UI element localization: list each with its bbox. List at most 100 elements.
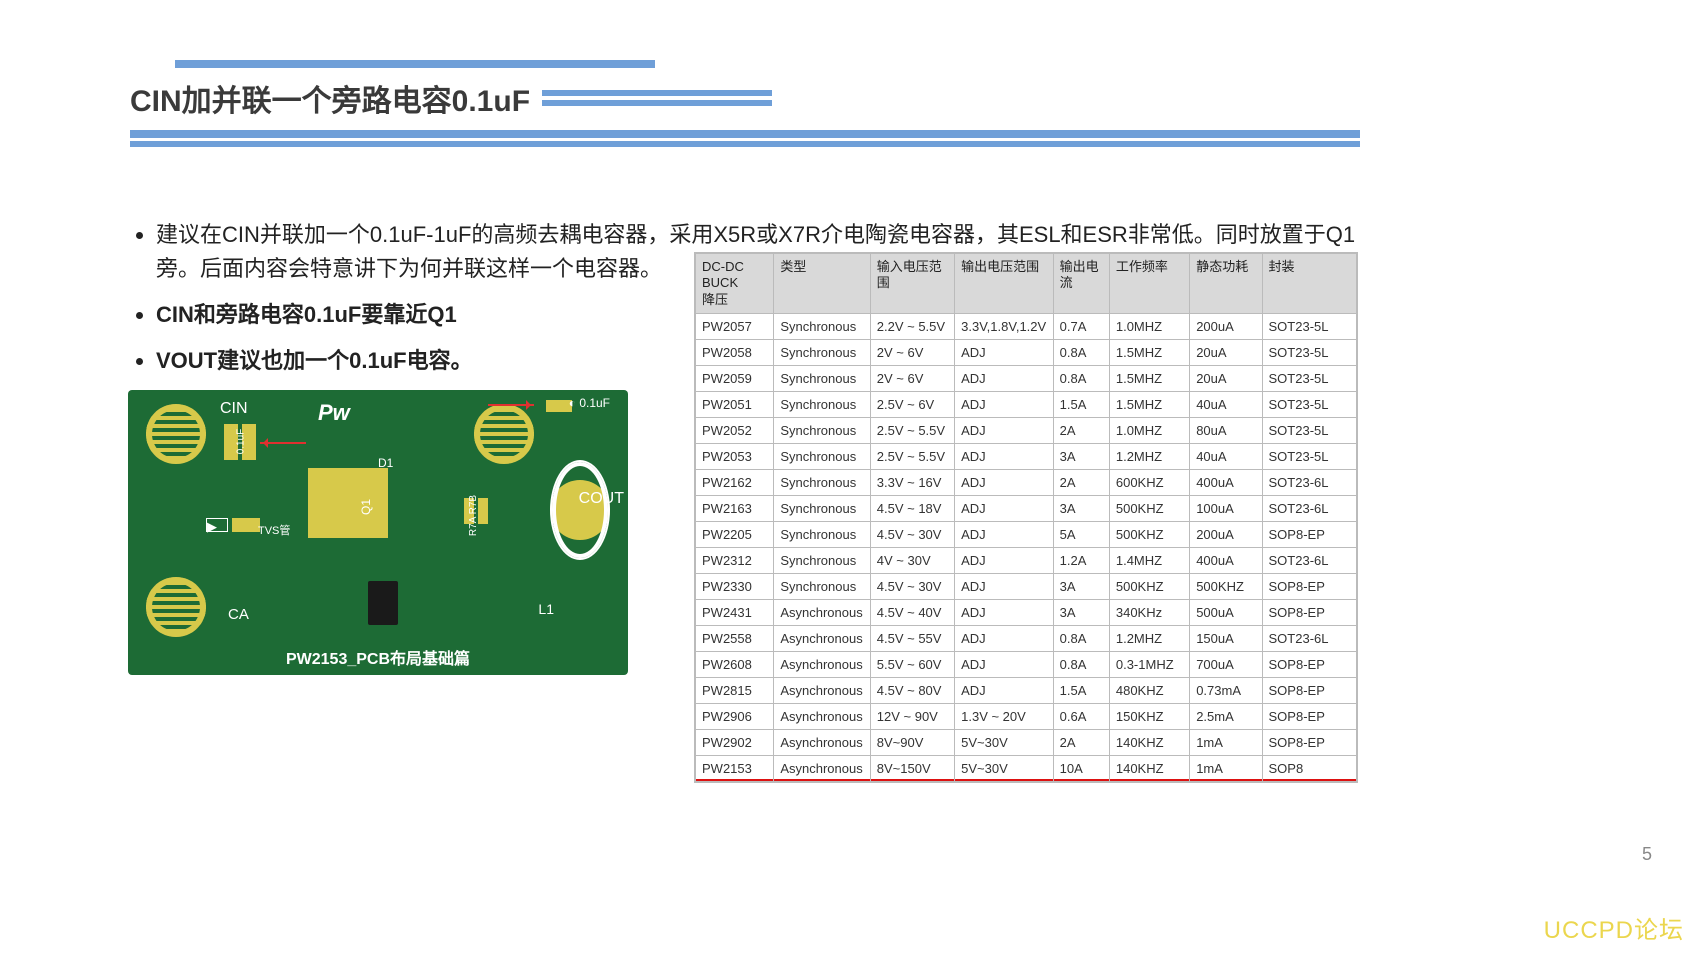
table-row: PW2608Asynchronous5.5V ~ 60VADJ0.8A0.3-1… (696, 651, 1357, 677)
table-row: PW2053Synchronous2.5V ~ 5.5VADJ3A1.2MHZ4… (696, 443, 1357, 469)
table-cell: PW2057 (696, 313, 774, 339)
table-cell: PW2906 (696, 703, 774, 729)
table-cell: SOT23-6L (1262, 547, 1356, 573)
header-bar-r2 (542, 100, 772, 106)
table-cell: PW2312 (696, 547, 774, 573)
pcb-smd-5 (478, 498, 488, 524)
table-cell: ADJ (955, 521, 1054, 547)
table-cell: 0.7A (1053, 313, 1109, 339)
table-cell: ADJ (955, 339, 1054, 365)
table-header-row: DC-DCBUCK降压类型输入电压范围输出电压范围输出电流工作频率静态功耗封装 (696, 254, 1357, 314)
table-cell: ADJ (955, 365, 1054, 391)
pcb-label-ca: CA (228, 606, 249, 623)
table-row: PW2058Synchronous2V ~ 6VADJ0.8A1.5MHZ20u… (696, 339, 1357, 365)
table-cell: 3A (1053, 443, 1109, 469)
pcb-logo: Pw (318, 400, 350, 426)
table-row: PW2312Synchronous4V ~ 30VADJ1.2A1.4MHZ40… (696, 547, 1357, 573)
table-cell: 1.4MHZ (1109, 547, 1189, 573)
table-cell: 1.5MHZ (1109, 391, 1189, 417)
table-cell: Synchronous (774, 573, 870, 599)
table-cell: PW2051 (696, 391, 774, 417)
pcb-label-cin: CIN (220, 400, 248, 418)
table-row: PW2059Synchronous2V ~ 6VADJ0.8A1.5MHZ20u… (696, 365, 1357, 391)
table-row: PW2902Asynchronous8V~90V5V~30V2A140KHZ1m… (696, 729, 1357, 755)
table-cell: 2.5mA (1190, 703, 1262, 729)
table-cell: SOP8-EP (1262, 573, 1356, 599)
table-cell: SOT23-6L (1262, 469, 1356, 495)
table-cell: PW2902 (696, 729, 774, 755)
pcb-caption: PW2153_PCB布局基础篇 (128, 645, 628, 669)
table-cell: SOP8-EP (1262, 729, 1356, 755)
table-row: PW2052Synchronous2.5V ~ 5.5VADJ2A1.0MHZ8… (696, 417, 1357, 443)
pcb-cap-top-right (474, 404, 534, 464)
table-cell: 40uA (1190, 443, 1262, 469)
table-cell: 5V~30V (955, 729, 1054, 755)
table-cell: SOT23-5L (1262, 417, 1356, 443)
table-cell: 3A (1053, 573, 1109, 599)
table-cell: SOP8-EP (1262, 703, 1356, 729)
table-cell: 8V~90V (870, 729, 954, 755)
table-cell: 100uA (1190, 495, 1262, 521)
table-row: PW2057Synchronous2.2V ~ 5.5V3.3V,1.8V,1.… (696, 313, 1357, 339)
pcb-arrow-2 (260, 442, 306, 444)
header-underline-2 (130, 141, 1360, 147)
table-cell: SOT23-5L (1262, 391, 1356, 417)
slide-title: CIN加并联一个旁路电容0.1uF (130, 72, 530, 124)
table-row: PW2205Synchronous4.5V ~ 30VADJ5A500KHZ20… (696, 521, 1357, 547)
pcb-cap-ca (146, 577, 206, 637)
table-cell: 5V~30V (955, 755, 1054, 781)
table-cell: 3A (1053, 599, 1109, 625)
table-cell: 2A (1053, 469, 1109, 495)
table-cell: 200uA (1190, 521, 1262, 547)
slide-header: CIN加并联一个旁路电容0.1uF (130, 60, 1360, 147)
table-cell: 500KHZ (1109, 521, 1189, 547)
table-cell: 5A (1053, 521, 1109, 547)
table-cell: Synchronous (774, 469, 870, 495)
table-cell: Asynchronous (774, 755, 870, 781)
table-header-cell: 工作频率 (1109, 254, 1189, 314)
table-cell: 1.0MHZ (1109, 313, 1189, 339)
table-cell: PW2205 (696, 521, 774, 547)
table-cell: 40uA (1190, 391, 1262, 417)
table-cell: PW2558 (696, 625, 774, 651)
table-cell: 1.5A (1053, 677, 1109, 703)
table-cell: 2V ~ 6V (870, 365, 954, 391)
pcb-label-d1: D1 (378, 456, 393, 470)
table-cell: PW2608 (696, 651, 774, 677)
table-cell: 1.2A (1053, 547, 1109, 573)
table-cell: 10A (1053, 755, 1109, 781)
table-cell: 150uA (1190, 625, 1262, 651)
table-cell: 0.73mA (1190, 677, 1262, 703)
table-row: PW2330Synchronous4.5V ~ 30VADJ3A500KHZ50… (696, 573, 1357, 599)
table-cell: SOT23-5L (1262, 339, 1356, 365)
table-cell: SOT23-6L (1262, 495, 1356, 521)
pcb-smd-4 (232, 518, 260, 532)
table-cell: Asynchronous (774, 651, 870, 677)
pcb-label-l1: L1 (538, 601, 554, 617)
table-cell: ADJ (955, 443, 1054, 469)
table-header-cell: 输出电压范围 (955, 254, 1054, 314)
table-cell: 2.5V ~ 5.5V (870, 417, 954, 443)
table-cell: 140KHZ (1109, 729, 1189, 755)
table-cell: PW2431 (696, 599, 774, 625)
table-cell: 3A (1053, 495, 1109, 521)
pcb-label-r78: R7A R7B (468, 495, 479, 536)
table-cell: 4.5V ~ 30V (870, 521, 954, 547)
pcb-diagram: Pw ▶ CIN COUT CA L1 D1 Q1 ◐ 0.1uF 0.1uF … (128, 390, 628, 675)
table-header-cell: 输出电流 (1053, 254, 1109, 314)
table-cell: Asynchronous (774, 625, 870, 651)
table-cell: PW2162 (696, 469, 774, 495)
table-cell: 4V ~ 30V (870, 547, 954, 573)
table-row: PW2558Asynchronous4.5V ~ 55VADJ0.8A1.2MH… (696, 625, 1357, 651)
table-cell: Asynchronous (774, 677, 870, 703)
pcb-chip-ic (368, 581, 398, 625)
table-cell: 0.8A (1053, 651, 1109, 677)
table-cell: 1.2MHZ (1109, 625, 1189, 651)
watermark: UCCPD论坛 (1544, 910, 1684, 945)
table-row: PW2051Synchronous2.5V ~ 6VADJ1.5A1.5MHZ4… (696, 391, 1357, 417)
table-cell: 4.5V ~ 18V (870, 495, 954, 521)
table-cell: Synchronous (774, 365, 870, 391)
header-underline-1 (130, 130, 1360, 138)
table-cell: ADJ (955, 677, 1054, 703)
table-cell: 20uA (1190, 339, 1262, 365)
